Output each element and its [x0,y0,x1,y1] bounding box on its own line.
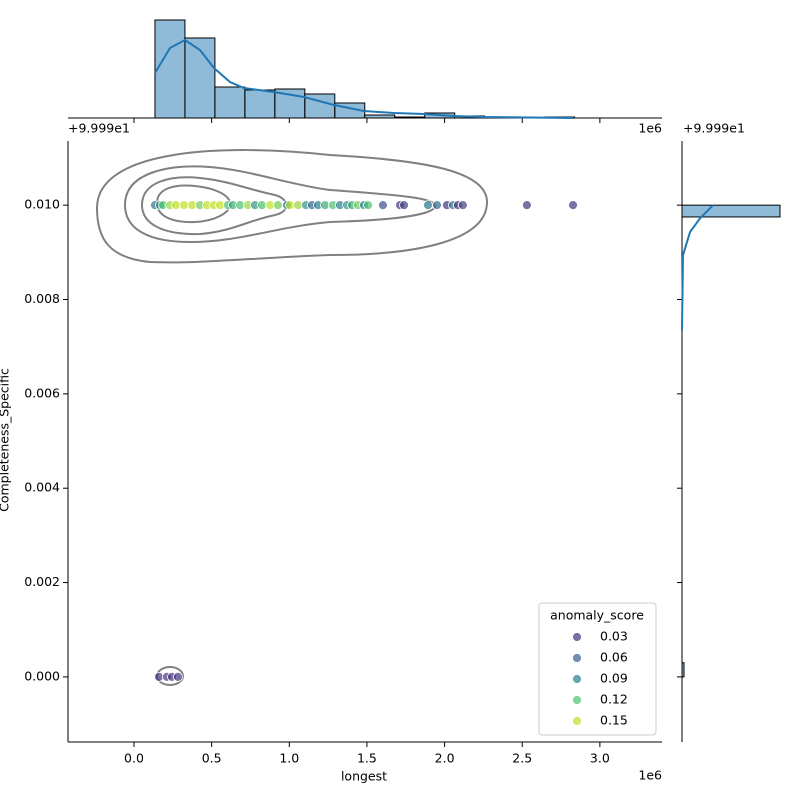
x-tick-label: 0.5 [202,751,222,766]
kde-line [154,38,574,119]
legend-box [538,602,657,736]
scatter-point [432,200,442,211]
legend-marker [572,674,582,684]
hist-bar [394,116,426,119]
scatter-point [257,200,267,211]
scatter-point [179,200,189,211]
scatter-point [173,671,183,682]
legend-marker [572,632,582,642]
legend-label: 0.12 [600,692,628,707]
kde-contours [95,149,489,686]
legend-marker [572,716,582,726]
x-tick-label: 3.0 [590,751,610,766]
legend-label: 0.15 [600,713,628,728]
scatter-point [171,200,181,211]
legend-label: 0.06 [600,650,628,665]
legend-marker [572,653,582,663]
scatter-point [273,200,283,211]
scatter-point [458,200,468,211]
x-axis-label: longest [341,769,387,784]
legend-label: 0.09 [600,671,628,686]
hist-bar [214,86,246,119]
y-offset: +9.999e1 [68,121,130,136]
x-offset: 1e6 [638,768,662,783]
x-tick-label: 2.5 [512,751,532,766]
hist-bar [681,204,781,218]
x-tick-label: 0.0 [124,751,144,766]
scatter-point [285,200,295,211]
legend-marker [572,695,582,705]
scatter-point [363,200,373,211]
y-tick-label: 0.006 [24,385,60,400]
x-tick-label: 1.0 [279,751,299,766]
hist-bar [681,662,685,678]
y-axis-label: Completeness_Specific [0,368,12,512]
hist-bar [244,89,276,119]
x-tick-label: 2.0 [435,751,455,766]
y-tick-label: 0.000 [24,668,60,683]
scatter-point [568,200,578,211]
x-tick-label: 1.5 [357,751,377,766]
scatter-point [378,200,388,211]
contour [95,149,489,264]
y-tick-label: 0.002 [24,574,60,589]
scatter-point [399,200,409,211]
hist-bar [154,19,186,119]
scatter-point [423,200,433,211]
x-offset: 1e6 [638,121,662,136]
kde-line [681,204,714,331]
legend-label: 0.03 [600,629,628,644]
legend-title: anomaly_score [550,608,644,623]
y-offset: +9.999e1 [683,121,745,136]
y-tick-label: 0.008 [24,291,60,306]
scatter-point [521,200,532,211]
y-tick-label: 0.004 [24,480,60,495]
y-tick-label: 0.010 [24,197,60,212]
hist-bar [364,114,396,119]
